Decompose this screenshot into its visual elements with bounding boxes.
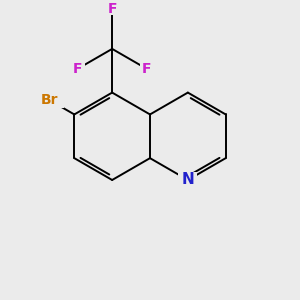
FancyBboxPatch shape [105, 2, 119, 15]
Text: Br: Br [41, 93, 58, 107]
Text: F: F [142, 62, 152, 76]
FancyBboxPatch shape [36, 92, 64, 108]
Text: F: F [73, 62, 82, 76]
FancyBboxPatch shape [70, 62, 85, 76]
Text: F: F [107, 2, 117, 16]
Text: N: N [182, 172, 194, 188]
FancyBboxPatch shape [178, 172, 197, 188]
FancyBboxPatch shape [140, 62, 154, 76]
